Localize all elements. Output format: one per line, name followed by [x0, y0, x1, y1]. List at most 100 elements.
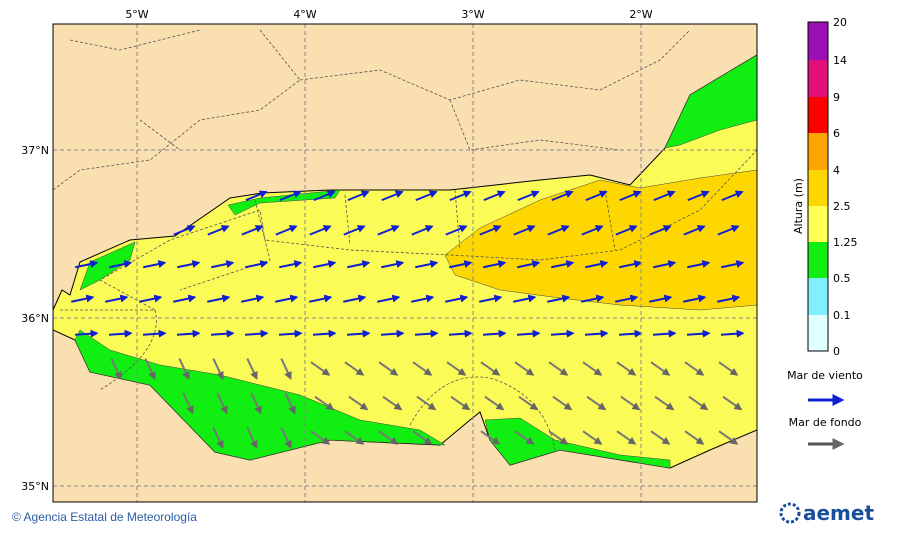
wind-arrow	[74, 329, 99, 338]
wind-arrow	[414, 329, 439, 338]
border	[53, 29, 691, 191]
wind-arrow	[109, 260, 133, 269]
wind-arrow	[653, 190, 676, 202]
wind-arrow	[513, 294, 537, 303]
wind-arrow	[479, 294, 503, 303]
lon-label: 2°W	[629, 8, 652, 21]
wind-arrow	[619, 190, 642, 202]
wind-arrow	[245, 190, 268, 202]
rect	[808, 60, 828, 97]
swell-arrow	[314, 395, 335, 411]
wind-arrow	[649, 294, 673, 303]
swell-arrow	[378, 361, 399, 376]
swell-arrow	[212, 358, 224, 380]
colorbar-label: 6	[833, 127, 840, 140]
wind-arrow	[517, 260, 541, 269]
swell-arrow	[378, 430, 399, 445]
swell-arrow	[216, 392, 228, 415]
wind-arrow	[381, 260, 405, 269]
wind-arrow	[207, 225, 230, 236]
wind-arrow	[652, 329, 677, 338]
swell-arrow	[718, 430, 739, 445]
wind-arrow	[343, 294, 367, 303]
lat-label: 35°N	[21, 480, 49, 493]
wind-arrow	[615, 225, 638, 236]
swell-arrow	[284, 392, 296, 415]
swell-arrow	[514, 430, 535, 445]
wind-arrow	[547, 225, 570, 236]
swell-arrow	[616, 361, 637, 376]
wind-arrow	[547, 294, 571, 303]
wind-arrow	[721, 190, 744, 202]
wind-arrow	[687, 190, 710, 202]
swell-arrow	[250, 392, 262, 415]
wind-arrow	[618, 329, 643, 338]
swell-arrow	[484, 395, 505, 411]
swell-arrow	[582, 430, 603, 445]
swell-arrow	[552, 395, 573, 411]
wind-arrow	[411, 294, 435, 303]
sea-green-southeast	[484, 417, 671, 469]
wind-arrow	[683, 225, 706, 236]
wind-arrow	[142, 329, 167, 338]
swell-arrow	[480, 430, 501, 445]
sea-green-northwest	[79, 241, 136, 291]
wind-arrow	[585, 190, 608, 202]
colorbar-label: 2.5	[833, 200, 851, 213]
swell-arrow	[310, 361, 331, 376]
swell-arrow	[344, 430, 365, 445]
map-frame	[52, 23, 758, 503]
wind-arrow	[75, 260, 99, 269]
swell-arrow	[616, 430, 637, 445]
swell-arrow	[722, 395, 743, 411]
swell-arrow	[246, 427, 258, 449]
wind-arrow	[686, 329, 711, 338]
wind-arrow	[139, 294, 163, 303]
wind-arrow	[313, 190, 336, 202]
swell-arrow	[446, 361, 467, 376]
colorbar-label: 4	[833, 164, 840, 177]
rect	[808, 133, 828, 170]
wind-arrow	[517, 190, 540, 202]
colorbar-label: 14	[833, 54, 847, 67]
wind-arrow	[479, 225, 502, 236]
colorbar-label: 1.25	[833, 236, 858, 249]
credit: © Agencia Estatal de Meteorología	[12, 510, 197, 524]
wind-arrow	[347, 190, 370, 202]
logo: aemet	[779, 501, 874, 525]
swell-arrow	[280, 358, 292, 380]
wind-arrow	[449, 260, 473, 269]
wind-arrow	[207, 294, 231, 303]
swell-arrow	[688, 395, 709, 411]
swell-arrow	[518, 395, 539, 411]
wind-arrow	[615, 294, 639, 303]
wind-arrow	[241, 225, 264, 236]
swell-arrow	[650, 430, 671, 445]
colorbar-title: Altura (m)	[792, 178, 805, 234]
rect	[808, 170, 828, 206]
wind-arrow	[143, 260, 167, 269]
swell-arrow	[412, 361, 433, 376]
colorbar-label: 20	[833, 16, 847, 29]
wind-arrow	[483, 190, 506, 202]
wind-arrow	[244, 329, 269, 338]
wind-arrow	[687, 260, 711, 269]
swell-arrow	[620, 395, 641, 411]
swell-arrow	[654, 395, 675, 411]
colorbar-label: 0.1	[833, 309, 851, 322]
wind-arrow	[717, 294, 741, 303]
wind-arrow	[649, 225, 672, 236]
wind-arrow	[313, 260, 337, 269]
swell-arrow	[548, 430, 569, 445]
wind-arrow	[653, 260, 677, 269]
wind-arrow	[551, 190, 574, 202]
sea-4m	[444, 169, 757, 311]
sea-green-south	[74, 329, 446, 461]
wind-arrow	[173, 225, 196, 236]
lon-label: 5°W	[125, 8, 148, 21]
colorbar-label: 0	[833, 345, 840, 358]
wind-arrow	[550, 329, 575, 338]
swell-arrow	[650, 361, 671, 376]
wind-arrow	[551, 260, 575, 269]
